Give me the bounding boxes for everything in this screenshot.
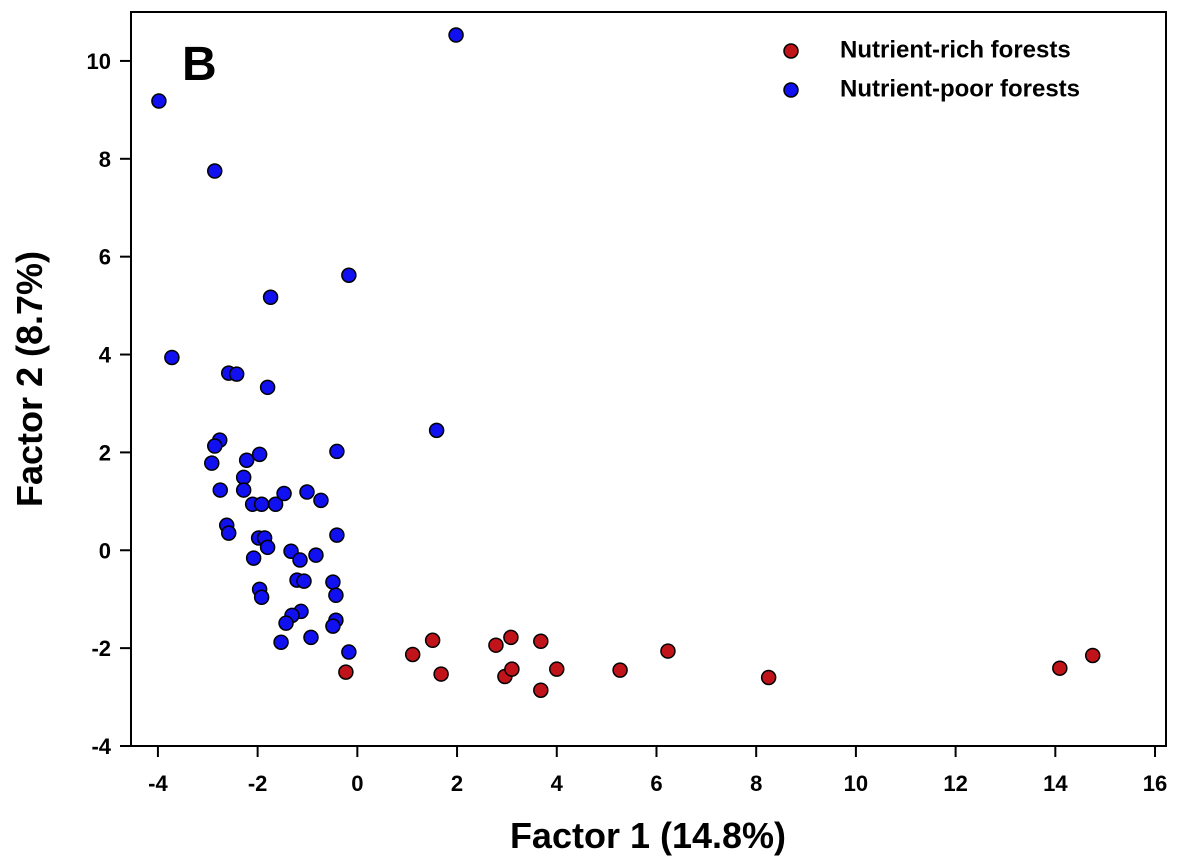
point <box>329 443 345 460</box>
x-tick-label: 6 <box>650 771 662 796</box>
y-tick-label: 8 <box>99 147 111 172</box>
point <box>329 527 345 543</box>
x-tick-label: 16 <box>1143 771 1167 796</box>
point <box>296 573 312 589</box>
y-tick-label: 2 <box>99 440 111 465</box>
point <box>207 163 223 179</box>
point <box>251 446 268 463</box>
legend-marker <box>783 82 799 98</box>
point <box>533 682 549 698</box>
point <box>238 452 255 468</box>
point <box>308 547 324 563</box>
legend-marker <box>783 43 799 59</box>
point <box>660 643 676 659</box>
x-axis-title: Factor 1 (14.8%) <box>510 815 786 856</box>
point <box>278 615 294 631</box>
y-tick-label: 4 <box>99 343 112 368</box>
point <box>151 93 167 109</box>
point <box>760 669 777 686</box>
x-tick-label: 4 <box>551 771 564 796</box>
point <box>404 646 421 663</box>
point <box>341 267 357 284</box>
x-tick-label: 8 <box>750 771 762 796</box>
x-tick-label: 0 <box>351 771 363 796</box>
point <box>612 662 628 678</box>
y-tick-label: -2 <box>91 636 111 661</box>
x-tick-label: -4 <box>148 771 168 796</box>
point <box>267 496 284 513</box>
point <box>276 485 292 502</box>
point <box>164 349 180 366</box>
legend-label: Nutrient-rich forests <box>840 36 1071 63</box>
legend-label: Nutrient-poor forests <box>840 75 1080 102</box>
y-tick-label: -4 <box>91 734 111 759</box>
point <box>204 455 220 471</box>
point <box>303 629 319 646</box>
point <box>245 550 262 566</box>
point <box>428 422 445 439</box>
point <box>448 27 464 43</box>
point <box>504 661 520 677</box>
x-tick-label: 2 <box>451 771 463 796</box>
point <box>503 629 519 646</box>
point <box>235 469 252 486</box>
plot-frame <box>130 11 1167 747</box>
point <box>313 492 329 509</box>
point <box>341 644 357 660</box>
point <box>1052 660 1068 676</box>
point <box>488 637 504 653</box>
point <box>220 525 237 541</box>
point <box>433 666 449 682</box>
point <box>338 664 354 680</box>
y-tick-label: 6 <box>99 245 111 270</box>
point <box>228 366 245 382</box>
x-tick-label: 12 <box>943 771 967 796</box>
x-tick-label: 10 <box>844 771 868 796</box>
point <box>549 661 565 677</box>
point <box>207 438 223 454</box>
point <box>262 289 279 306</box>
y-axis-title: Factor 2 (8.7%) <box>9 251 50 507</box>
point <box>299 484 315 500</box>
point <box>1084 647 1101 664</box>
point <box>212 482 228 498</box>
point <box>424 632 441 649</box>
point <box>253 496 270 513</box>
point <box>259 539 276 556</box>
point <box>259 379 276 396</box>
y-tick-label: 0 <box>99 538 111 563</box>
x-tick-label: -2 <box>248 771 268 796</box>
panel-label: B <box>182 38 217 91</box>
point <box>325 618 341 634</box>
point <box>235 482 252 498</box>
x-tick-label: 14 <box>1043 771 1068 796</box>
point <box>292 552 308 568</box>
y-tick-label: 10 <box>87 49 111 74</box>
point <box>325 574 341 590</box>
point <box>533 633 549 650</box>
point <box>253 589 270 605</box>
point <box>273 634 289 651</box>
point <box>328 587 344 604</box>
